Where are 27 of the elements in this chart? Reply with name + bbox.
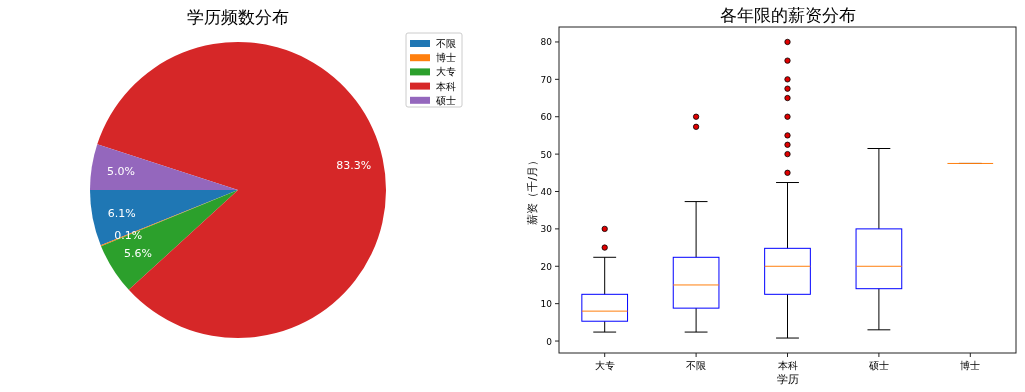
y-tick-label: 0 [546, 336, 553, 347]
chart-title: 学历频数分布 [187, 7, 289, 27]
x-tick-label: 硕士 [867, 360, 889, 371]
chart-title: 各年限的薪资分布 [719, 5, 856, 25]
data-label: 6.1% [107, 206, 136, 220]
data-label: 83.3% [336, 158, 372, 172]
y-tick-label: 50 [540, 149, 553, 160]
y-tick-label: 30 [540, 224, 553, 235]
x-tick-label: 本科 [777, 360, 798, 371]
y-tick-label: 40 [540, 187, 553, 197]
x-tick-label: 不限 [686, 360, 707, 371]
y-tick-label: 20 [540, 261, 553, 272]
legend-label: 本科 [436, 80, 456, 92]
legend-label: 不限 [436, 38, 456, 49]
data-label: 5.0% [107, 165, 136, 179]
y-tick-label: 80 [540, 37, 553, 48]
x-tick-label: 博士 [960, 360, 981, 371]
y-tick-label: 70 [540, 74, 553, 85]
legend-label: 博士 [436, 52, 456, 64]
y-tick-label: 60 [540, 112, 553, 123]
y-tick-label: 10 [540, 299, 553, 310]
legend-label: 硕士 [435, 94, 456, 106]
legend-label: 大专 [436, 66, 456, 78]
x-axis-title: 学历 [776, 373, 799, 386]
y-axis-title: 薪资（千/月） [526, 155, 539, 225]
data-label: 5.6% [124, 247, 152, 261]
x-tick-label: 大专 [594, 360, 615, 371]
